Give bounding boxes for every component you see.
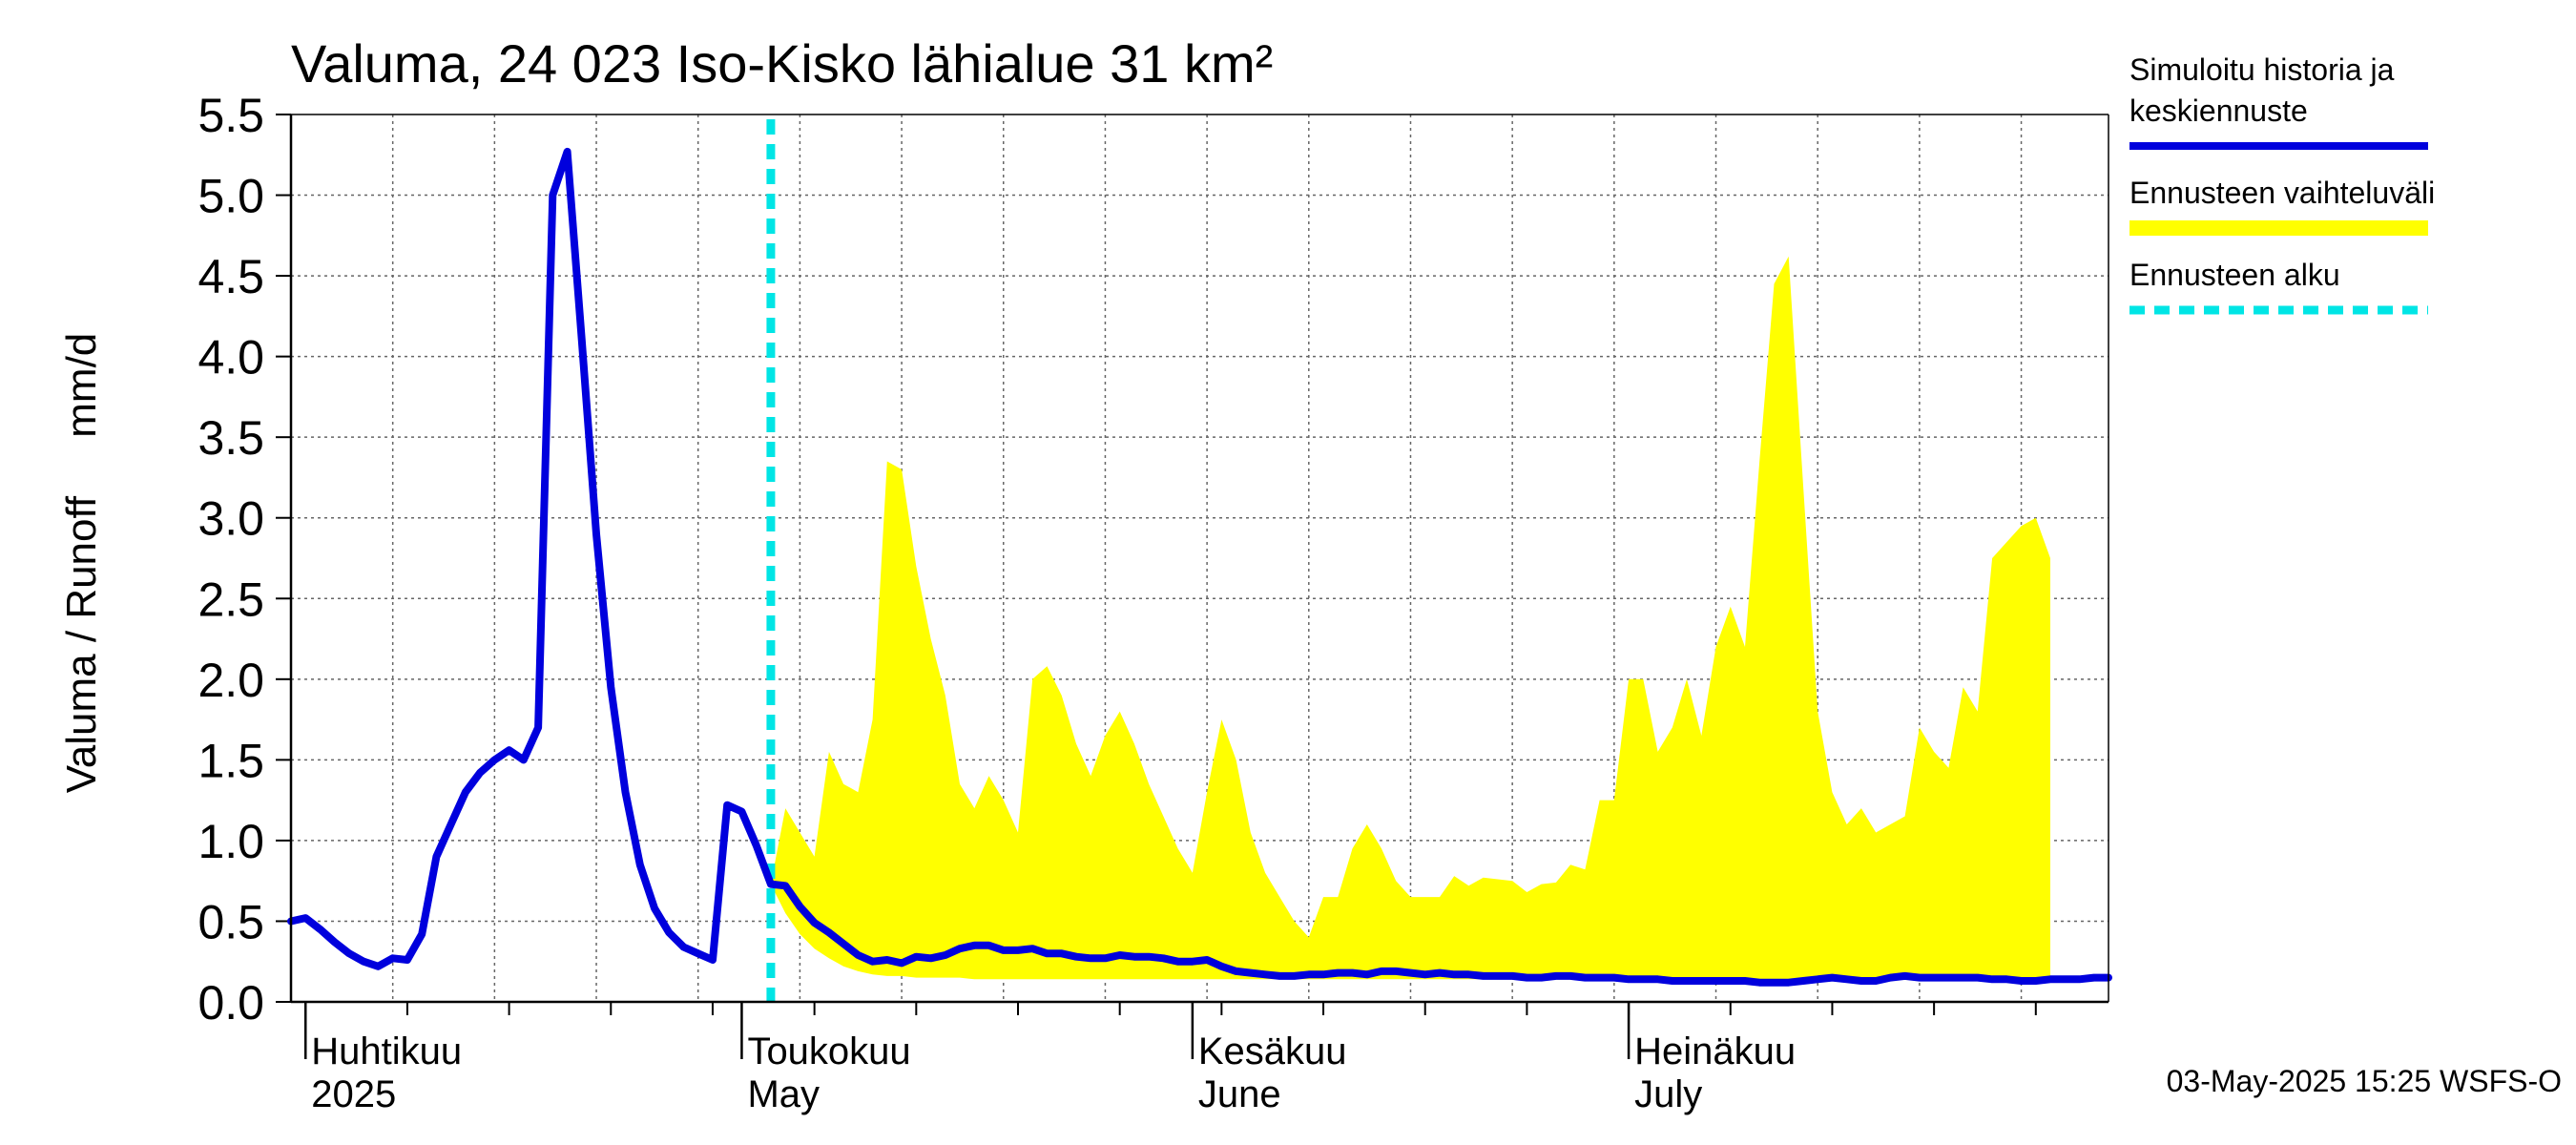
x-month-label-en: June — [1198, 1073, 1281, 1115]
legend-label: keskiennuste — [2129, 94, 2308, 128]
forecast-range-band — [770, 256, 2050, 980]
chart-title: Valuma, 24 023 Iso-Kisko lähialue 31 km² — [291, 33, 1273, 94]
x-month-label-fi: Huhtikuu — [311, 1030, 462, 1072]
legend-label: Ennusteen vaihteluväli — [2129, 176, 2435, 210]
y-axis-label: Valuma / Runoff mm/d — [58, 333, 105, 794]
simulated-runoff-line — [287, 147, 2112, 987]
y-tick-label: 1.5 — [197, 734, 264, 787]
y-tick-label: 0.5 — [197, 895, 264, 948]
y-tick-label: 3.5 — [197, 411, 264, 465]
y-tick-label: 3.0 — [197, 492, 264, 546]
y-tick-label: 5.5 — [197, 89, 264, 142]
x-month-label-fi: Kesäkuu — [1198, 1030, 1347, 1072]
y-tick-label: 5.0 — [197, 170, 264, 223]
plot-area: 0.0 0.5 1.0 1.5 2.0 2.5 3.0 3.5 4.0 4.5 5.0 5.5 Huht… — [197, 89, 2112, 1115]
footer-timestamp: 03-May-2025 15:25 WSFS-O — [2167, 1064, 2562, 1098]
x-month-label-en: May — [747, 1073, 820, 1115]
legend-label: Simuloitu historia ja — [2129, 52, 2395, 87]
legend-swatch-band — [2129, 220, 2428, 236]
y-tick-label: 2.5 — [197, 572, 264, 626]
x-month-label-fi: Toukokuu — [747, 1030, 910, 1072]
x-month-label-fi: Heinäkuu — [1634, 1030, 1796, 1072]
y-tick-label: 4.0 — [197, 331, 264, 385]
x-month-label-en: 2025 — [311, 1073, 396, 1115]
y-tick-label: 4.5 — [197, 250, 264, 303]
y-tick-label: 1.0 — [197, 815, 264, 868]
y-tick-label: 2.0 — [197, 654, 264, 707]
legend-label: Ennusteen alku — [2129, 258, 2340, 292]
x-month-label-en: July — [1634, 1073, 1702, 1115]
y-tick-label: 0.0 — [197, 976, 264, 1030]
legend: Simuloitu historia ja keskiennuste Ennuste… — [2129, 52, 2435, 315]
